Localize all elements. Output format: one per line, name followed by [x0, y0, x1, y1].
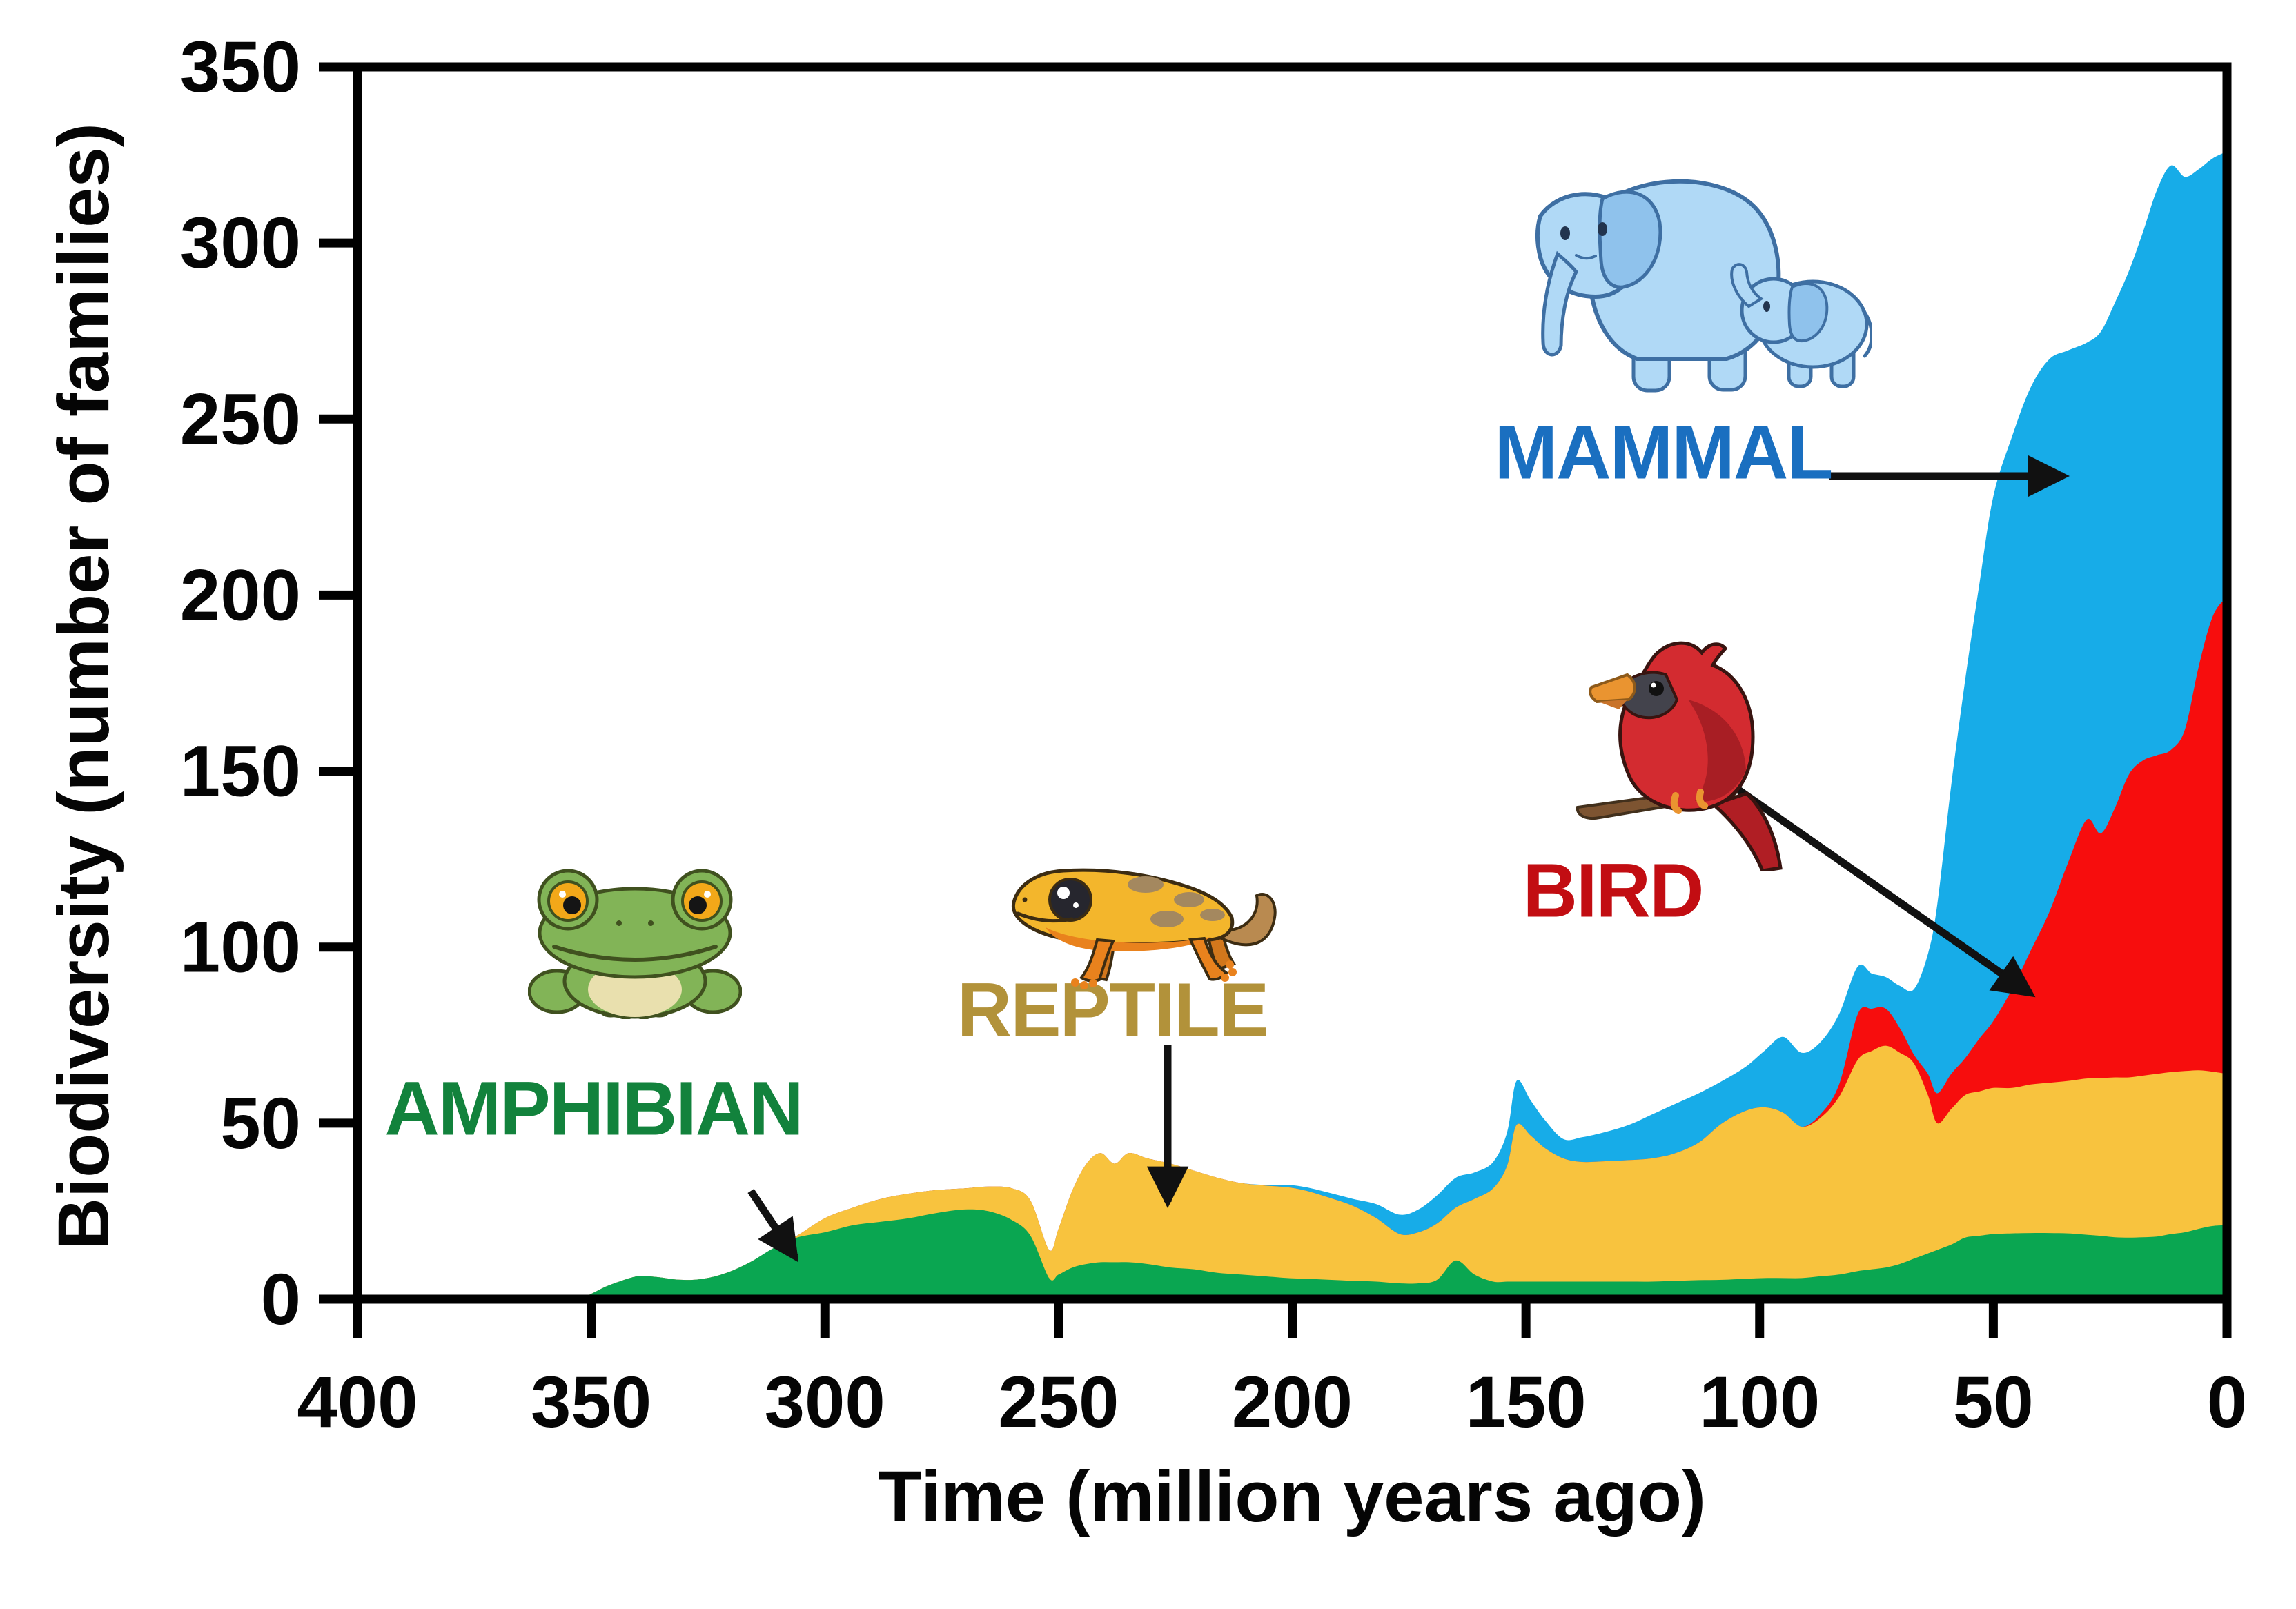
amphibian-label: AMPHIBIAN — [384, 1066, 803, 1152]
y-tick-label-250: 250 — [180, 379, 301, 460]
x-tick-label-0: 0 — [2207, 1362, 2247, 1443]
axes: 400 350 300 250 200 150 100 50 0 0 50 100 150 200 250 3… — [180, 27, 2247, 1443]
x-tick-label-200: 200 — [1232, 1362, 1353, 1443]
x-tick-label-400: 400 — [297, 1362, 418, 1443]
lizard-icon — [1011, 868, 1277, 989]
x-axis-title: Time (million years ago) — [877, 1457, 1707, 1537]
y-tick-label-300: 300 — [180, 203, 301, 284]
mammal-label: MAMMAL — [1494, 410, 1834, 495]
bird-arrow — [1721, 776, 2036, 998]
x-tick-label-300: 300 — [765, 1362, 885, 1443]
y-tick-label-100: 100 — [180, 907, 301, 988]
amphibian-area — [357, 1209, 2227, 1300]
bird-label: BIRD — [1522, 848, 1705, 934]
x-tick-label-100: 100 — [1699, 1362, 1820, 1443]
annotation-arrows — [747, 455, 2070, 1263]
cardinal-icon — [1576, 641, 1783, 871]
x-tick-label-350: 350 — [531, 1362, 651, 1443]
elephant-icon — [1535, 179, 1872, 393]
y-tick-label-150: 150 — [180, 731, 301, 812]
x-tick-label-150: 150 — [1466, 1362, 1587, 1443]
y-axis-title: Biodiversity (number of families) — [43, 123, 124, 1250]
y-tick-label-50: 50 — [220, 1083, 301, 1164]
y-tick-label-350: 350 — [180, 27, 301, 108]
reptile-label: REPTILE — [956, 967, 1269, 1053]
y-tick-label-200: 200 — [180, 555, 301, 635]
y-tick-label-0: 0 — [261, 1259, 301, 1340]
amphibian-arrow — [747, 1188, 799, 1263]
stacked-areas — [357, 151, 2227, 1300]
x-tick-label-50: 50 — [1953, 1362, 2034, 1443]
x-tick-label-250: 250 — [998, 1362, 1119, 1443]
frog-icon — [528, 869, 742, 1019]
